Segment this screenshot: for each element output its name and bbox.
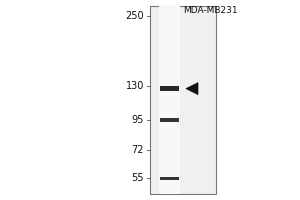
- Text: 72: 72: [131, 145, 144, 155]
- Bar: [160, 86, 179, 91]
- Text: 250: 250: [125, 11, 144, 21]
- Bar: [160, 177, 179, 180]
- Polygon shape: [186, 83, 198, 95]
- Text: 55: 55: [131, 173, 144, 183]
- Bar: [160, 118, 179, 122]
- Bar: [159, 6, 180, 194]
- Text: 95: 95: [132, 115, 144, 125]
- Bar: [150, 6, 216, 194]
- Text: 130: 130: [126, 81, 144, 91]
- Text: MDA-MB231: MDA-MB231: [183, 6, 238, 15]
